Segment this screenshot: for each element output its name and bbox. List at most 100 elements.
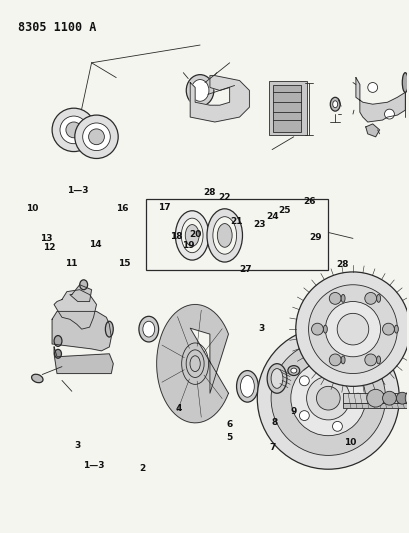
Text: 8305 1100 A: 8305 1100 A <box>18 21 96 34</box>
Text: 7: 7 <box>269 443 275 453</box>
Circle shape <box>364 354 376 366</box>
Text: 20: 20 <box>189 230 201 239</box>
Ellipse shape <box>332 101 337 108</box>
Text: 29: 29 <box>309 232 321 241</box>
Ellipse shape <box>181 218 202 253</box>
Circle shape <box>88 129 104 144</box>
Text: 2: 2 <box>139 464 145 473</box>
Ellipse shape <box>142 321 154 337</box>
Text: 28: 28 <box>335 260 348 269</box>
Circle shape <box>336 313 368 345</box>
Text: 27: 27 <box>238 264 251 273</box>
Ellipse shape <box>236 370 258 402</box>
Circle shape <box>60 116 88 144</box>
Text: 11: 11 <box>65 259 78 268</box>
Circle shape <box>270 341 384 455</box>
Circle shape <box>328 354 340 366</box>
Circle shape <box>306 376 349 420</box>
Text: 1—3: 1—3 <box>67 186 88 195</box>
Circle shape <box>299 410 308 421</box>
Circle shape <box>352 393 362 403</box>
Circle shape <box>364 293 376 304</box>
Circle shape <box>83 123 110 151</box>
Ellipse shape <box>376 294 380 302</box>
Ellipse shape <box>340 356 344 364</box>
Polygon shape <box>190 76 249 122</box>
Bar <box>342 393 409 403</box>
Text: 23: 23 <box>252 220 265 229</box>
Bar <box>268 80 306 135</box>
Bar <box>146 199 328 270</box>
Ellipse shape <box>31 374 43 383</box>
Ellipse shape <box>175 211 209 260</box>
Text: 6: 6 <box>227 419 233 429</box>
Text: 16: 16 <box>116 204 128 213</box>
Circle shape <box>328 293 340 304</box>
Polygon shape <box>70 285 91 302</box>
Text: 10: 10 <box>344 438 356 447</box>
Text: 21: 21 <box>230 217 242 227</box>
Ellipse shape <box>290 368 296 373</box>
Text: 4: 4 <box>175 404 182 413</box>
Ellipse shape <box>54 336 62 346</box>
Circle shape <box>404 389 409 408</box>
Text: 1—3: 1—3 <box>83 461 104 470</box>
Polygon shape <box>156 304 228 423</box>
Text: 17: 17 <box>158 203 171 212</box>
Ellipse shape <box>79 280 88 289</box>
Circle shape <box>325 302 380 357</box>
Ellipse shape <box>105 321 113 337</box>
Circle shape <box>384 109 393 119</box>
Circle shape <box>74 115 118 158</box>
Text: 25: 25 <box>277 206 290 215</box>
Text: 12: 12 <box>43 243 55 252</box>
Ellipse shape <box>376 356 380 364</box>
Ellipse shape <box>207 209 242 262</box>
Circle shape <box>299 376 308 386</box>
Polygon shape <box>365 124 379 137</box>
Text: 15: 15 <box>117 259 130 268</box>
Ellipse shape <box>217 223 231 247</box>
Circle shape <box>295 272 409 386</box>
Circle shape <box>52 108 95 151</box>
Ellipse shape <box>330 98 339 111</box>
Ellipse shape <box>185 224 199 246</box>
Ellipse shape <box>340 294 344 302</box>
Polygon shape <box>52 311 111 351</box>
Bar <box>272 85 300 132</box>
Ellipse shape <box>287 366 299 376</box>
Bar <box>342 403 409 408</box>
Circle shape <box>382 323 393 335</box>
Circle shape <box>316 386 339 410</box>
Circle shape <box>367 83 377 92</box>
Ellipse shape <box>212 217 236 254</box>
Ellipse shape <box>240 376 254 397</box>
Circle shape <box>66 122 81 138</box>
Circle shape <box>332 422 342 431</box>
Ellipse shape <box>401 72 407 92</box>
Circle shape <box>366 389 384 407</box>
Text: 8: 8 <box>271 418 277 426</box>
Text: 26: 26 <box>302 197 315 206</box>
Ellipse shape <box>54 349 61 358</box>
Text: 3: 3 <box>258 324 264 333</box>
Circle shape <box>290 361 365 435</box>
Text: 13: 13 <box>40 234 53 243</box>
Ellipse shape <box>323 325 326 333</box>
Ellipse shape <box>191 79 209 101</box>
Polygon shape <box>54 347 113 374</box>
Ellipse shape <box>186 75 213 106</box>
Text: 19: 19 <box>182 241 195 250</box>
Text: 14: 14 <box>89 240 102 249</box>
Text: 24: 24 <box>265 212 278 221</box>
Text: 5: 5 <box>226 433 232 442</box>
Ellipse shape <box>139 316 158 342</box>
Ellipse shape <box>393 325 398 333</box>
Text: 18: 18 <box>170 232 182 241</box>
Text: 22: 22 <box>218 192 231 201</box>
Text: 10: 10 <box>26 204 38 213</box>
Circle shape <box>396 392 407 404</box>
Text: 28: 28 <box>202 188 215 197</box>
Ellipse shape <box>270 369 282 389</box>
Polygon shape <box>355 78 404 122</box>
